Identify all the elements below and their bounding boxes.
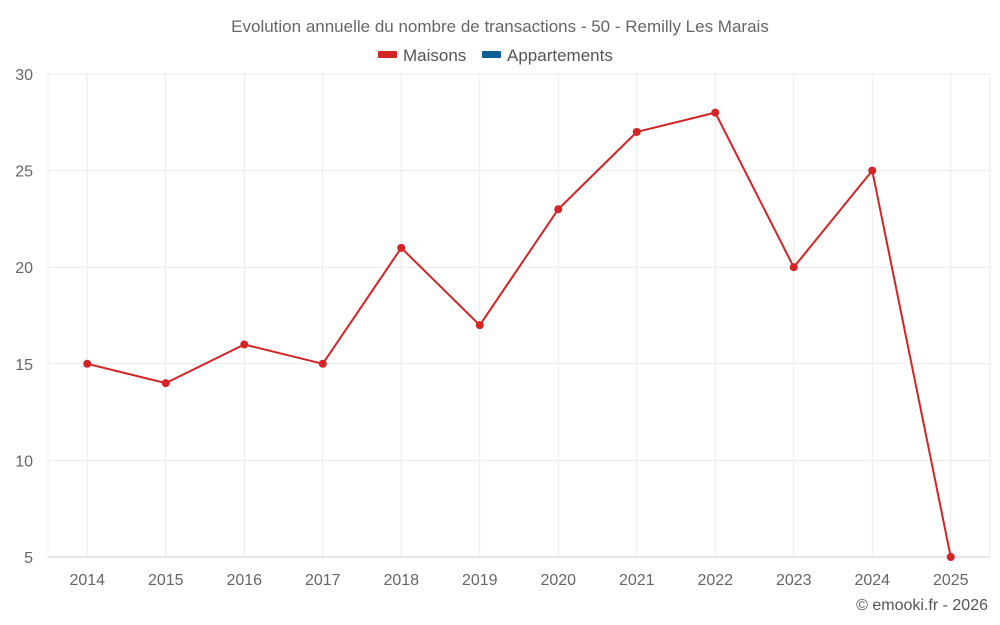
y-tick-label: 25 — [15, 164, 33, 181]
y-tick-label: 30 — [15, 67, 33, 84]
x-tick-label: 2024 — [854, 572, 890, 589]
x-tick-label: 2021 — [619, 572, 655, 589]
data-point-2020[interactable] — [554, 205, 563, 214]
x-tick-label: 2020 — [540, 572, 576, 589]
chart-title: Evolution annuelle du nombre de transact… — [231, 17, 769, 36]
data-point-2022[interactable] — [711, 108, 720, 117]
data-point-2018[interactable] — [397, 243, 406, 252]
legend-label-appartements: Appartements — [507, 46, 613, 65]
x-tick-label: 2017 — [305, 572, 341, 589]
x-tick-label: 2018 — [383, 572, 419, 589]
x-tick-label: 2015 — [148, 572, 184, 589]
legend-swatch-appartements — [482, 51, 501, 58]
legend-item-maisons[interactable]: Maisons — [378, 46, 466, 65]
x-tick-label: 2014 — [69, 572, 105, 589]
data-point-2017[interactable] — [318, 359, 327, 368]
data-point-2024[interactable] — [868, 166, 877, 175]
data-point-2023[interactable] — [789, 263, 798, 272]
y-tick-label: 20 — [15, 260, 33, 277]
x-tick-label: 2025 — [933, 572, 969, 589]
legend: Maisons Appartements — [378, 46, 613, 65]
grid — [47, 73, 991, 557]
data-point-2014[interactable] — [83, 359, 92, 368]
data-point-2021[interactable] — [632, 127, 641, 136]
y-tick-label: 15 — [15, 357, 33, 374]
series-line-maisons — [87, 111, 952, 558]
data-point-2025[interactable] — [946, 553, 955, 561]
legend-item-appartements[interactable]: Appartements — [482, 46, 613, 65]
legend-label-maisons: Maisons — [403, 46, 466, 65]
y-tick-label: 5 — [24, 550, 33, 567]
x-tick-label: 2016 — [226, 572, 262, 589]
x-tick-label: 2022 — [697, 572, 733, 589]
credit: © emooki.fr - 2026 — [856, 597, 988, 614]
data-point-2015[interactable] — [161, 379, 170, 388]
x-tick-label: 2019 — [462, 572, 498, 589]
y-tick-label: 10 — [15, 453, 33, 470]
data-point-2019[interactable] — [475, 321, 484, 330]
x-tick-label: 2023 — [776, 572, 812, 589]
data-point-2016[interactable] — [240, 340, 249, 349]
series-maisons — [83, 108, 955, 561]
legend-swatch-maisons — [378, 51, 397, 58]
